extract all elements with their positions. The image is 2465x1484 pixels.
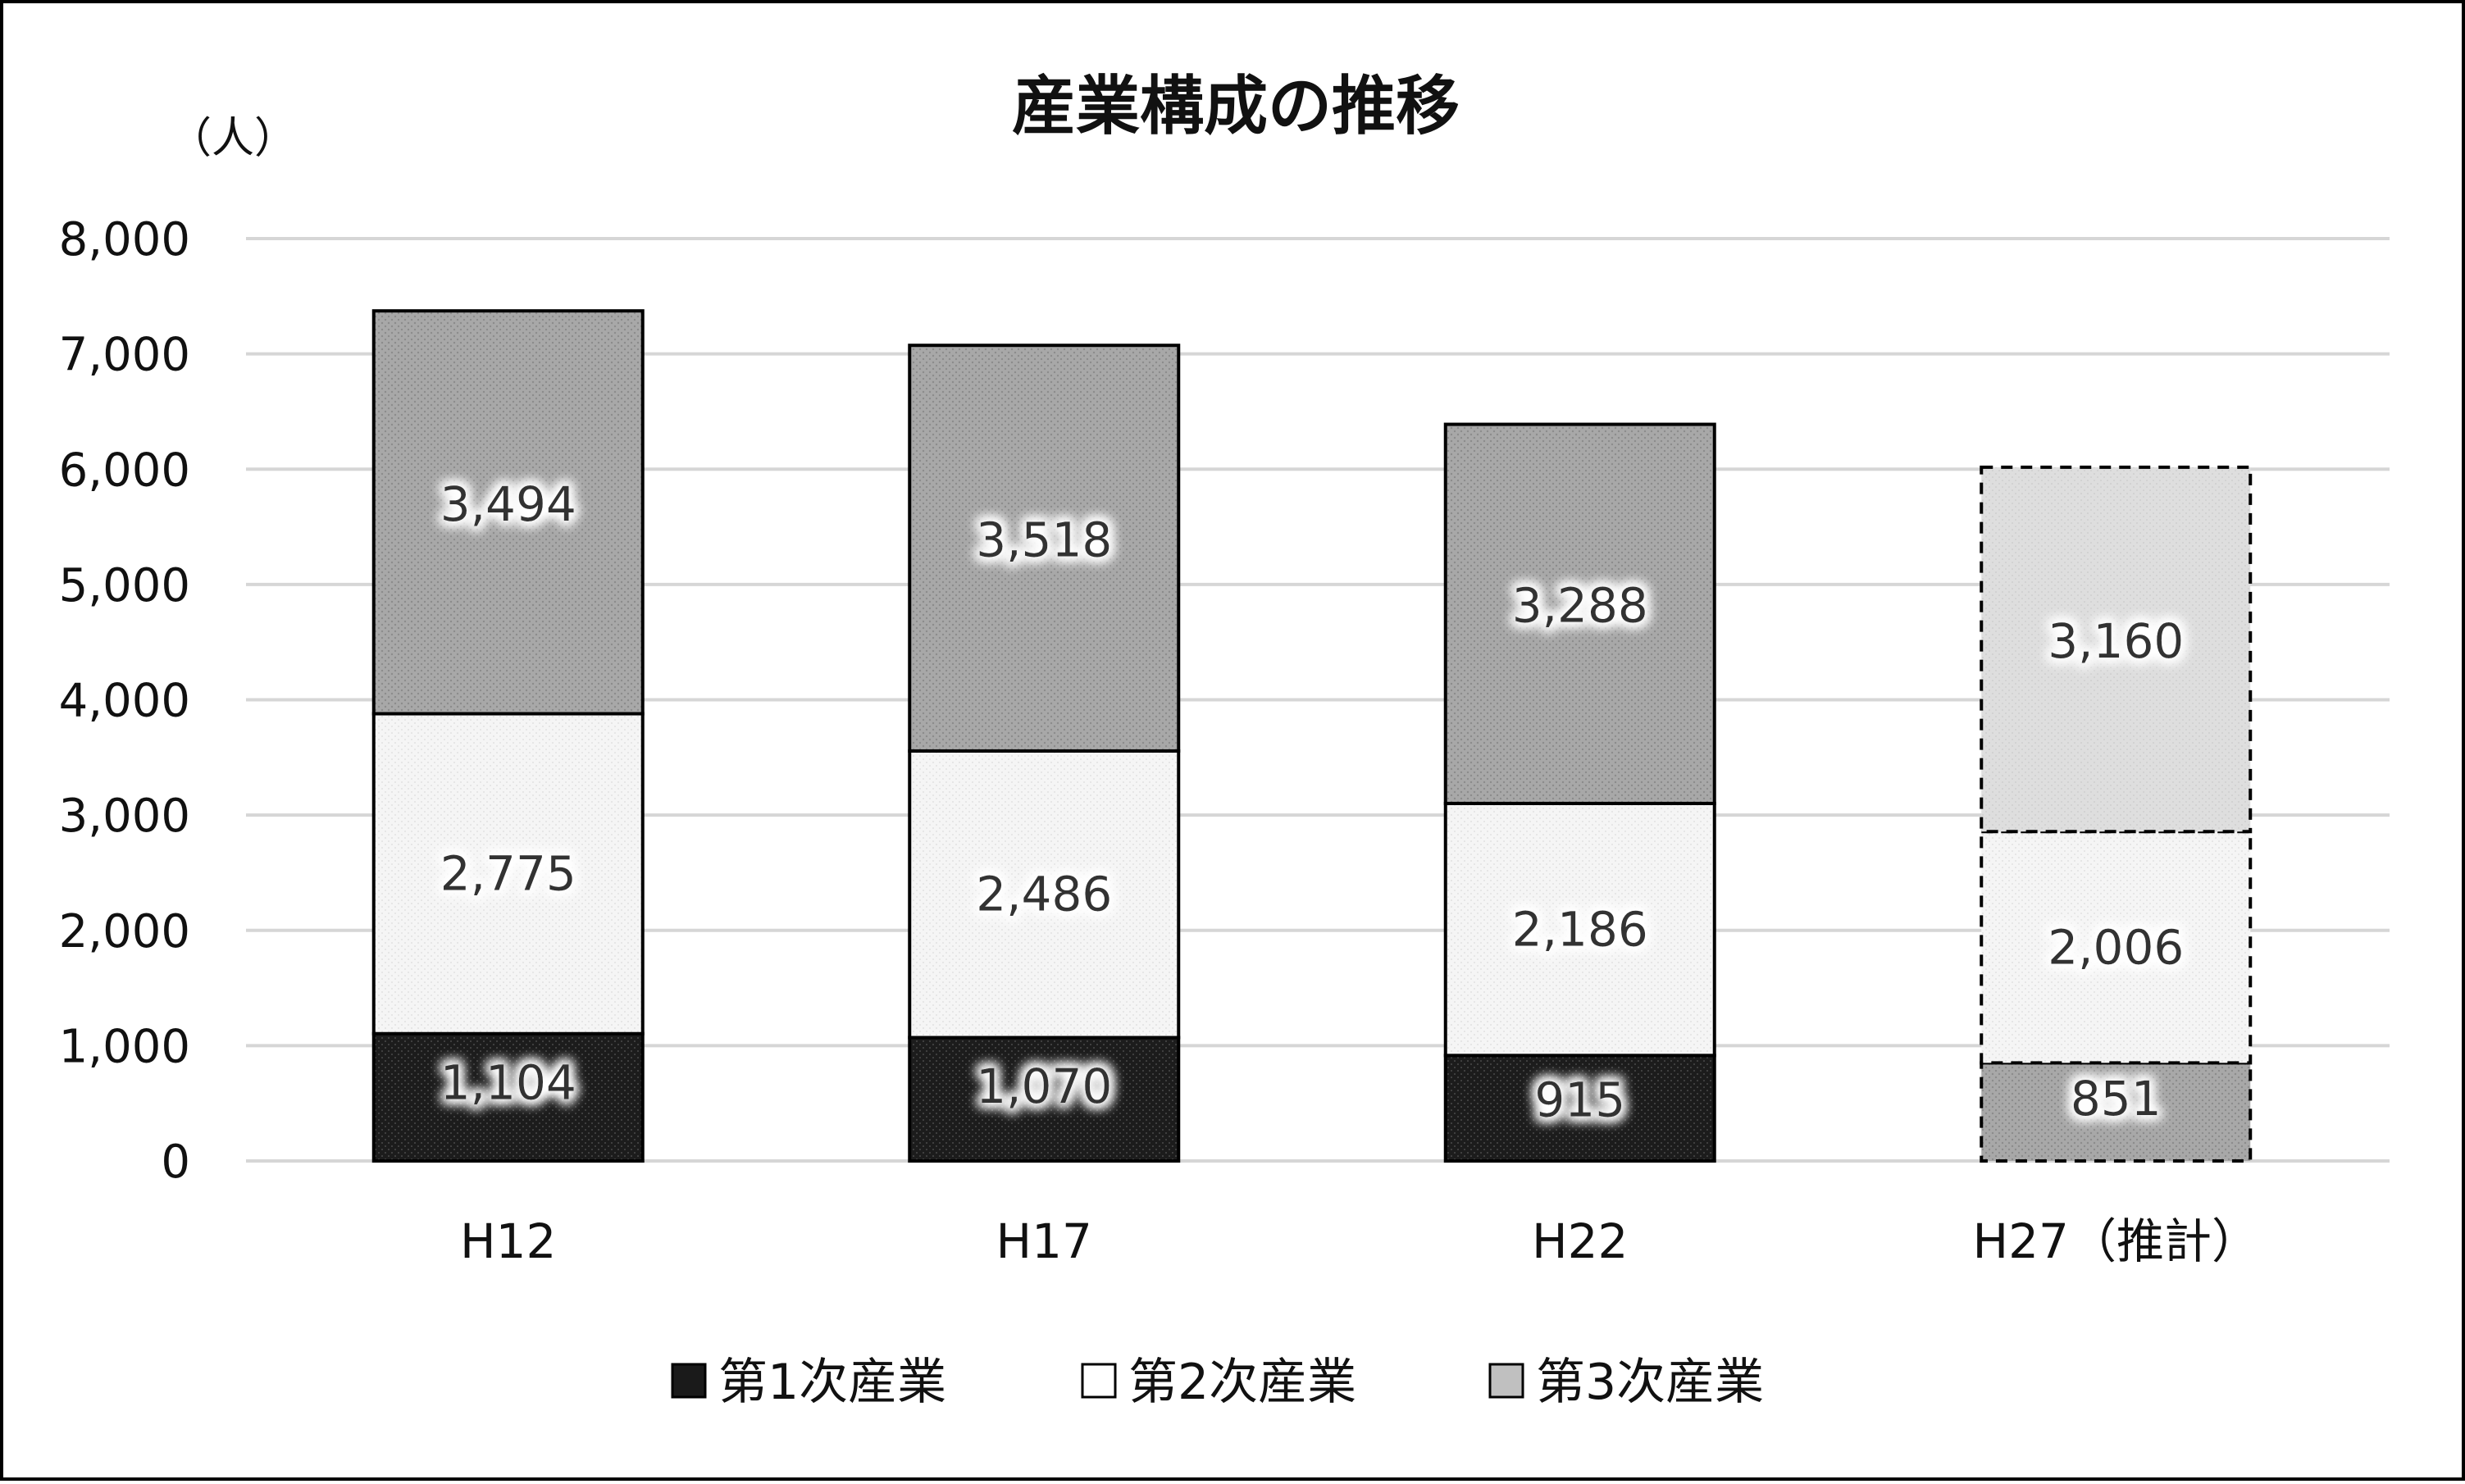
y-tick-label: 0: [161, 1136, 190, 1189]
data-label: 3,160: [2048, 613, 2184, 669]
legend: 第1次産業 第2次産業 第3次産業: [671, 1354, 1764, 1411]
data-label: 3,518: [976, 512, 1112, 568]
bar-segment: [1980, 465, 2253, 834]
data-label: 1,104: [440, 1054, 576, 1110]
legend-swatch: [1488, 1363, 1524, 1399]
legend-label: 第2次産業: [1128, 1354, 1356, 1411]
data-label: 2,186: [1512, 902, 1648, 958]
data-label: 915: [1534, 1072, 1625, 1128]
bar-segment: [371, 1031, 645, 1163]
bar-segment: [908, 344, 1181, 753]
bar-segment: [1443, 801, 1716, 1058]
data-label: 3,288: [1512, 578, 1648, 634]
y-tick-label: 3,000: [59, 790, 190, 843]
y-tick-label: 1,000: [59, 1020, 190, 1073]
data-labels: 1,104 2,775 3,494 1,070 2,486 3,518 915 2,186 3,…: [440, 476, 2185, 1128]
y-tick-label: 6,000: [59, 444, 190, 497]
bar-segment: [1980, 1061, 2253, 1163]
x-tick-label: H27（推計）: [1973, 1213, 2259, 1269]
y-tick-label: 5,000: [59, 559, 190, 612]
y-tick-label: 7,000: [59, 329, 190, 382]
y-tick-label: 2,000: [59, 905, 190, 958]
y-tick-label: 4,000: [59, 675, 190, 728]
data-label: 2,006: [2048, 919, 2184, 975]
x-tick-label: H22: [1532, 1213, 1628, 1269]
bar-segment: [1980, 830, 2253, 1065]
chart-title: 産業構成の推移: [1012, 70, 1460, 143]
x-tick-label: H12: [460, 1213, 556, 1269]
legend-swatch: [671, 1363, 707, 1399]
legend-swatch: [1081, 1363, 1117, 1399]
bar-segment: [1443, 422, 1716, 805]
legend-label: 第3次産業: [1536, 1354, 1764, 1411]
bar-segment: [908, 1036, 1181, 1163]
y-tick-label: 8,000: [59, 213, 190, 266]
bar-segment: [908, 749, 1181, 1040]
data-label: 1,070: [976, 1058, 1112, 1114]
data-label: 2,486: [976, 867, 1112, 922]
data-label: 2,775: [440, 846, 576, 902]
stacked-bar-chart: 産業構成の推移 （人） 0 1,000 2,000 3,000 4,000 5,000 6,…: [59, 70, 2390, 1411]
data-label: 851: [2071, 1071, 2162, 1127]
y-axis-unit-label: （人）: [169, 114, 297, 163]
data-label: 3,494: [440, 476, 576, 532]
bars: [371, 309, 2253, 1163]
y-axis-ticks: 0 1,000 2,000 3,000 4,000 5,000 6,000 7,000 8,00…: [59, 213, 190, 1189]
x-tick-label: H17: [996, 1213, 1092, 1269]
x-axis-ticks: H12 H17 H22 H27（推計）: [460, 1213, 2259, 1269]
bar-segment: [371, 309, 645, 716]
legend-label: 第1次産業: [718, 1354, 946, 1411]
bar-segment: [371, 712, 645, 1036]
